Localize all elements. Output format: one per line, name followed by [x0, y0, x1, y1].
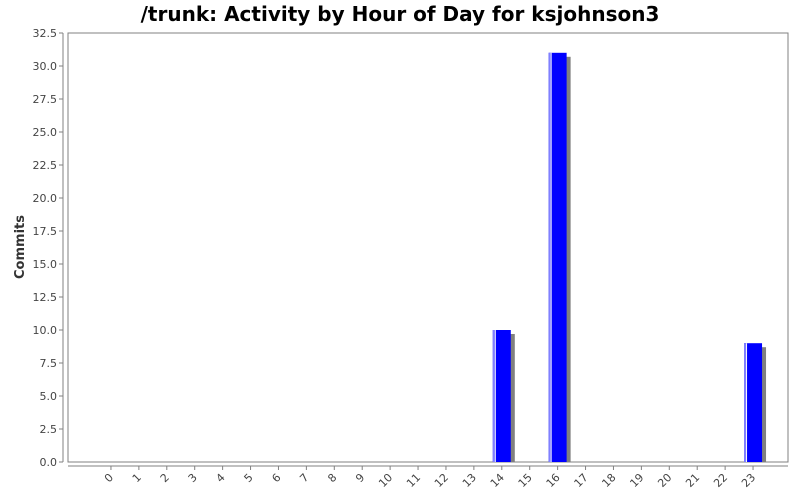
- x-tick-label: 14: [488, 471, 507, 490]
- y-axis: 0.0 2.5 5.0 7.5 10.0 12.5 15.0 17.5 20.0 22.5 25.0…: [33, 27, 64, 469]
- y-tick-label: 2.5: [40, 423, 58, 436]
- y-tick-label: 25.0: [33, 126, 58, 139]
- y-tick-label: 32.5: [33, 27, 58, 40]
- plot-area: [67, 32, 789, 463]
- x-tick-label: 21: [683, 471, 702, 490]
- y-tick-label: 17.5: [33, 225, 58, 238]
- y-tick-label: 30.0: [33, 60, 58, 73]
- x-tick-label: 12: [432, 471, 451, 490]
- y-tick-label: 5.0: [40, 390, 58, 403]
- x-tick-label: 10: [376, 471, 395, 490]
- y-tick-label: 22.5: [33, 159, 58, 172]
- bar-highlight: [492, 330, 495, 462]
- y-axis-label: Commits: [13, 215, 28, 279]
- x-tick-label: 18: [599, 471, 618, 490]
- bar: [744, 343, 763, 462]
- y-tick-label: 10.0: [33, 324, 58, 337]
- x-tick-label: 9: [353, 471, 367, 485]
- y-tick-label: 20.0: [33, 192, 58, 205]
- bar: [548, 52, 567, 463]
- y-tick-label: 15.0: [33, 258, 58, 271]
- y-tick-label: 12.5: [33, 291, 58, 304]
- x-tick-label: 2: [158, 471, 172, 485]
- x-tick-label: 0: [102, 471, 116, 485]
- x-tick-label: 17: [572, 471, 591, 490]
- x-tick-label: 8: [325, 471, 339, 485]
- x-tick-label: 1: [130, 471, 144, 485]
- x-tick-label: 4: [214, 471, 228, 485]
- x-tick-label: 20: [655, 471, 674, 490]
- x-tick-label: 15: [516, 471, 535, 490]
- x-tick-label: 7: [297, 471, 311, 485]
- x-tick-label: 22: [711, 471, 730, 490]
- bars-group: [492, 52, 767, 463]
- y-tick-label: 7.5: [40, 357, 58, 370]
- chart-title: /trunk: Activity by Hour of Day for ksjo…: [140, 2, 660, 26]
- x-tick-label: 23: [739, 471, 758, 490]
- y-tick-label: 0.0: [40, 456, 58, 469]
- y-tick-label: 27.5: [33, 93, 58, 106]
- x-tick-label: 11: [404, 471, 423, 490]
- bar-highlight: [548, 52, 551, 463]
- x-axis: 0 1 2 3 4 5 6 7 8 9 10 11 12 13 14 15 16 17 18 19 20 21 22 23: [68, 465, 788, 490]
- x-tick-label: 13: [460, 471, 479, 490]
- bar-highlight: [744, 343, 747, 462]
- x-tick-label: 5: [242, 471, 256, 485]
- x-tick-label: 3: [186, 471, 200, 485]
- x-tick-label: 6: [269, 471, 283, 485]
- bar: [492, 330, 511, 462]
- x-tick-label: 16: [544, 471, 563, 490]
- x-tick-label: 19: [627, 471, 646, 490]
